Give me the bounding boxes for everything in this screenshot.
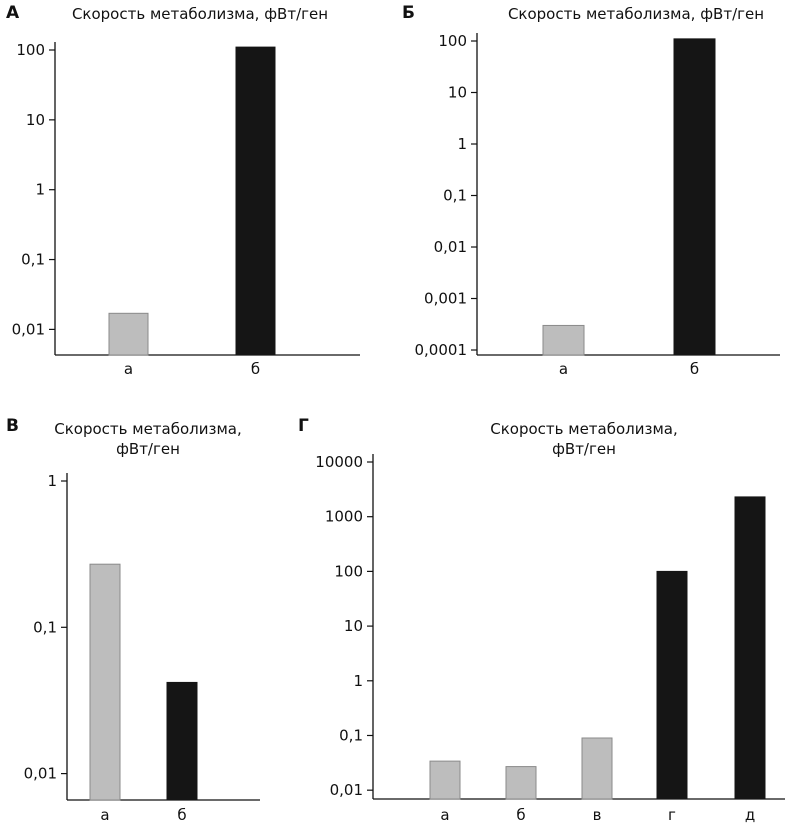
- y-tick-label: 0,0001: [415, 341, 468, 359]
- y-tick-label: 10: [448, 84, 467, 102]
- x-tick-label: б: [251, 360, 260, 378]
- y-tick-label: 10000: [315, 453, 363, 471]
- y-tick-label: 1: [353, 672, 363, 690]
- y-tick-label: 100: [16, 41, 45, 59]
- panel-letter: Г: [298, 416, 309, 436]
- chart-title: Скорость метаболизма,: [490, 420, 678, 438]
- y-tick-label: 100: [334, 562, 363, 580]
- x-tick-label: а: [559, 360, 568, 378]
- y-tick-label: 0,1: [33, 618, 57, 636]
- panel-letter: В: [6, 416, 19, 436]
- y-tick-label: 0,01: [330, 781, 363, 799]
- y-tick-label: 0,01: [12, 320, 45, 338]
- bar-а: [89, 563, 121, 801]
- y-tick-label: 0,01: [434, 238, 467, 256]
- x-tick-label: г: [668, 806, 676, 824]
- y-tick-label: 10: [26, 111, 45, 129]
- y-tick-label: 0,001: [424, 290, 467, 308]
- bar-б: [166, 681, 198, 801]
- bar-г: [656, 570, 688, 800]
- x-tick-label: д: [745, 806, 755, 824]
- y-tick-label: 100: [438, 32, 467, 50]
- chart-title: Скорость метаболизма, фВт/ген: [508, 5, 764, 23]
- bar-а: [542, 324, 585, 356]
- chart-title: фВт/ген: [116, 440, 180, 458]
- y-tick-label: 0,01: [24, 765, 57, 783]
- chart-panel-4: Г Скорость метаболизма, фВт/ген 0,01 0,1 1 10 1…: [298, 416, 785, 824]
- chart-panel-3: В Скорость метаболизма, фВт/ген 0,01 0,1 1 а б: [6, 416, 260, 824]
- y-tick-label: 1: [35, 181, 45, 199]
- y-tick-label: 1: [47, 472, 57, 490]
- y-tick-label: 1000: [325, 508, 363, 526]
- x-tick-label: б: [177, 806, 186, 824]
- chart-panel-1: А Скорость метаболизма, фВт/ген 0,01 0,1 1 10…: [6, 3, 360, 378]
- y-tick-label: 0,1: [443, 187, 467, 205]
- panel-letter: А: [6, 3, 20, 23]
- y-tick-label: 0,1: [339, 726, 363, 744]
- y-tick-label: 10: [344, 617, 363, 635]
- panel-letter: Б: [402, 3, 415, 23]
- bar-в: [581, 737, 613, 800]
- bar-а: [108, 312, 149, 356]
- bar-б: [673, 38, 716, 356]
- chart-title: Скорость метаболизма, фВт/ген: [72, 5, 328, 23]
- y-tick-label: 1: [457, 135, 467, 153]
- x-tick-label: б: [690, 360, 699, 378]
- bar-б: [235, 46, 276, 356]
- bar-д: [734, 496, 766, 800]
- y-tick-label: 0,1: [21, 251, 45, 269]
- bar-а: [429, 760, 461, 800]
- x-tick-label: в: [593, 806, 602, 824]
- x-tick-label: б: [516, 806, 525, 824]
- bar-б: [505, 766, 537, 800]
- x-tick-label: а: [440, 806, 449, 824]
- x-tick-label: а: [124, 360, 133, 378]
- chart-title: фВт/ген: [552, 440, 616, 458]
- chart-title: Скорость метаболизма,: [54, 420, 242, 438]
- x-tick-label: а: [100, 806, 109, 824]
- chart-panel-2: Б Скорость метаболизма, фВт/ген 0,0001 0,00…: [402, 3, 780, 378]
